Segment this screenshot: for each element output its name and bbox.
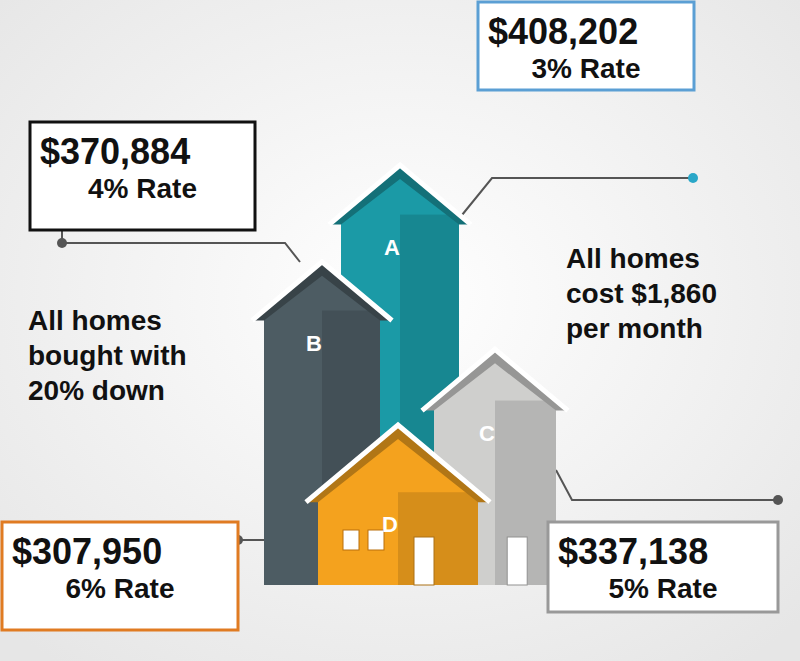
house-roof xyxy=(329,165,471,225)
category-label: A xyxy=(384,235,400,260)
connector-line xyxy=(556,470,778,500)
house-window xyxy=(343,530,359,550)
connector-dot xyxy=(773,495,783,505)
house-trim xyxy=(306,425,490,502)
annotation: bought with xyxy=(28,340,187,371)
annotation: All homes xyxy=(566,243,700,274)
annotation: per month xyxy=(566,313,703,344)
label-box xyxy=(30,122,255,230)
connector-line xyxy=(62,230,300,262)
house-roof xyxy=(422,349,568,410)
label-box xyxy=(478,2,694,90)
value-label: $408,202 xyxy=(488,11,638,52)
house-trim xyxy=(252,262,392,321)
rate-label: 3% Rate xyxy=(532,53,641,84)
houses xyxy=(252,165,568,585)
value-label: $307,950 xyxy=(12,531,162,572)
connector-dot xyxy=(688,173,698,183)
annotations: All homes bought with 20% down All homes cos… xyxy=(28,243,717,406)
category-label: C xyxy=(479,421,495,446)
connector-line xyxy=(462,178,693,215)
annotation: cost $1,860 xyxy=(566,278,717,309)
house-letters: A B C D xyxy=(306,235,495,538)
house-bar xyxy=(318,425,478,585)
rate-label: 6% Rate xyxy=(66,573,175,604)
house-shade xyxy=(398,492,478,585)
house-trim xyxy=(329,165,471,225)
value-boxes: $408,2023% Rate $370,8844% Rate $337,1385%… xyxy=(2,2,778,630)
house-trim xyxy=(422,349,568,410)
chart: A B C D $408,2023% Rate $370,8844% Rate $337,1… xyxy=(0,0,800,661)
label-box xyxy=(2,522,238,630)
connector-dot xyxy=(57,238,67,248)
background xyxy=(0,0,800,661)
annotation: 20% down xyxy=(28,375,165,406)
rate-label: 4% Rate xyxy=(88,173,197,204)
value-label: $337,138 xyxy=(558,531,708,572)
house-roof xyxy=(252,262,392,321)
value-label: $370,884 xyxy=(40,131,190,172)
label-box xyxy=(548,522,778,612)
category-label: D xyxy=(382,512,398,537)
annotation: All homes xyxy=(28,305,162,336)
house-door xyxy=(414,537,434,585)
house-door xyxy=(507,537,527,585)
house xyxy=(306,425,490,585)
rate-label: 5% Rate xyxy=(609,573,718,604)
house-roof xyxy=(306,425,490,502)
category-label: B xyxy=(306,331,322,356)
